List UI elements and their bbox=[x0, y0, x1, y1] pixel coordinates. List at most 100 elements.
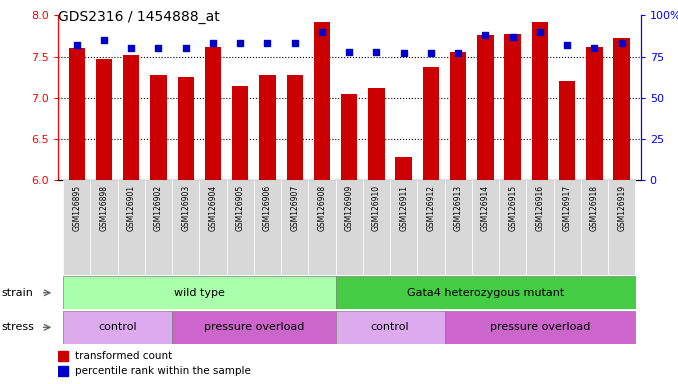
Bar bbox=[581, 180, 608, 275]
Text: GSM126898: GSM126898 bbox=[100, 185, 108, 231]
Point bbox=[235, 40, 245, 46]
Bar bbox=[308, 180, 336, 275]
Point bbox=[153, 45, 164, 51]
Bar bbox=[417, 180, 445, 275]
Text: GSM126903: GSM126903 bbox=[181, 185, 191, 232]
Bar bbox=[178, 77, 194, 180]
Bar bbox=[151, 75, 167, 180]
Text: GSM126902: GSM126902 bbox=[154, 185, 163, 231]
Bar bbox=[423, 66, 439, 180]
Text: pressure overload: pressure overload bbox=[203, 322, 304, 333]
Bar bbox=[123, 55, 140, 180]
Bar bbox=[232, 86, 248, 180]
Bar bbox=[172, 180, 199, 275]
Text: GSM126905: GSM126905 bbox=[236, 185, 245, 232]
Bar bbox=[226, 180, 254, 275]
Text: stress: stress bbox=[1, 322, 34, 333]
Text: GSM126912: GSM126912 bbox=[426, 185, 435, 231]
Text: GSM126909: GSM126909 bbox=[344, 185, 354, 232]
Text: GSM126917: GSM126917 bbox=[563, 185, 572, 231]
Text: GSM126916: GSM126916 bbox=[536, 185, 544, 231]
Bar bbox=[58, 351, 68, 361]
Bar bbox=[336, 180, 363, 275]
Point bbox=[507, 34, 518, 40]
Bar bbox=[314, 22, 330, 180]
Text: GSM126904: GSM126904 bbox=[208, 185, 218, 232]
Point bbox=[262, 40, 273, 46]
Bar bbox=[172, 311, 336, 344]
Text: GSM126914: GSM126914 bbox=[481, 185, 490, 231]
Text: GSM126918: GSM126918 bbox=[590, 185, 599, 231]
Bar bbox=[90, 180, 117, 275]
Bar bbox=[553, 180, 581, 275]
Bar bbox=[281, 180, 308, 275]
Bar bbox=[445, 180, 472, 275]
Text: GSM126895: GSM126895 bbox=[72, 185, 81, 231]
Bar bbox=[145, 180, 172, 275]
Text: GSM126919: GSM126919 bbox=[617, 185, 626, 231]
Bar bbox=[96, 59, 112, 180]
Bar bbox=[532, 22, 548, 180]
Text: GSM126906: GSM126906 bbox=[263, 185, 272, 232]
Point bbox=[534, 29, 545, 35]
Text: GSM126910: GSM126910 bbox=[372, 185, 381, 231]
Bar bbox=[117, 180, 145, 275]
Point bbox=[98, 37, 109, 43]
Bar bbox=[363, 180, 390, 275]
Text: GSM126915: GSM126915 bbox=[508, 185, 517, 231]
Bar bbox=[63, 311, 172, 344]
Bar bbox=[287, 75, 303, 180]
Point bbox=[426, 50, 437, 56]
Text: GSM126911: GSM126911 bbox=[399, 185, 408, 231]
Text: GDS2316 / 1454888_at: GDS2316 / 1454888_at bbox=[58, 10, 220, 23]
Bar bbox=[395, 157, 412, 180]
Bar bbox=[472, 180, 499, 275]
Bar bbox=[559, 81, 576, 180]
Text: percentile rank within the sample: percentile rank within the sample bbox=[75, 366, 251, 376]
Point bbox=[589, 45, 600, 51]
Bar bbox=[477, 35, 494, 180]
Bar bbox=[199, 180, 226, 275]
Text: Gata4 heterozygous mutant: Gata4 heterozygous mutant bbox=[407, 288, 564, 298]
Point bbox=[453, 50, 464, 56]
Text: wild type: wild type bbox=[174, 288, 224, 298]
Bar bbox=[68, 48, 85, 180]
Point bbox=[344, 49, 355, 55]
Point bbox=[616, 40, 627, 46]
Text: GSM126901: GSM126901 bbox=[127, 185, 136, 231]
Bar bbox=[450, 52, 466, 180]
Bar bbox=[63, 276, 336, 309]
Text: pressure overload: pressure overload bbox=[490, 322, 590, 333]
Bar bbox=[526, 180, 553, 275]
Text: GSM126908: GSM126908 bbox=[317, 185, 326, 231]
Text: GSM126907: GSM126907 bbox=[290, 185, 299, 232]
Point bbox=[480, 32, 491, 38]
Bar bbox=[336, 276, 635, 309]
Bar bbox=[499, 180, 526, 275]
Text: GSM126913: GSM126913 bbox=[454, 185, 462, 231]
Bar bbox=[614, 38, 630, 180]
Bar bbox=[504, 33, 521, 180]
Point bbox=[126, 45, 137, 51]
Text: transformed count: transformed count bbox=[75, 351, 172, 361]
Bar bbox=[205, 47, 221, 180]
Bar bbox=[368, 88, 384, 180]
Bar bbox=[259, 75, 275, 180]
Point bbox=[398, 50, 409, 56]
Bar bbox=[445, 311, 635, 344]
Point bbox=[207, 40, 218, 46]
Point bbox=[71, 42, 82, 48]
Point bbox=[561, 42, 572, 48]
Text: control: control bbox=[371, 322, 410, 333]
Bar bbox=[341, 94, 357, 180]
Point bbox=[290, 40, 300, 46]
Bar bbox=[586, 47, 603, 180]
Point bbox=[371, 49, 382, 55]
Text: strain: strain bbox=[1, 288, 33, 298]
Bar bbox=[390, 180, 417, 275]
Point bbox=[317, 29, 327, 35]
Point bbox=[180, 45, 191, 51]
Bar bbox=[63, 180, 90, 275]
Text: control: control bbox=[98, 322, 137, 333]
Bar bbox=[254, 180, 281, 275]
